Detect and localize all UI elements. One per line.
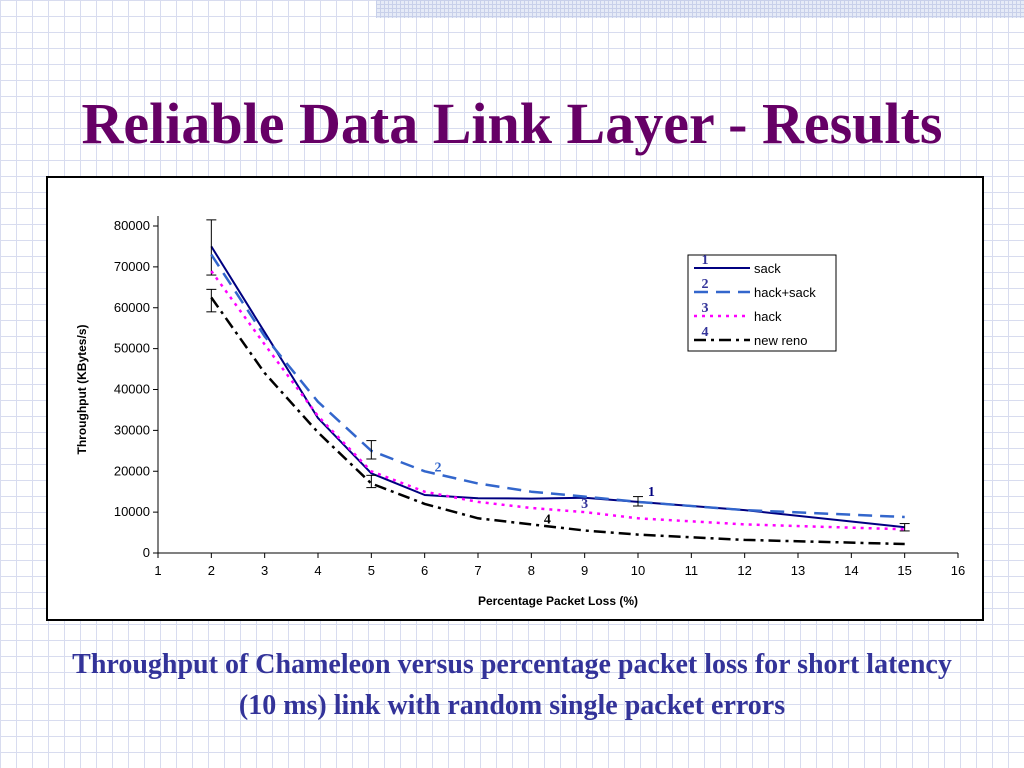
series-number-label: 2: [435, 460, 442, 475]
y-tick-label: 50000: [114, 341, 150, 356]
chart-frame: 0 10000 20000 30000 40000 50000 60000 70000 8000…: [46, 176, 984, 621]
y-tick-label: 30000: [114, 422, 150, 437]
series-number-label: 4: [544, 513, 551, 528]
x-tick-label: 7: [474, 563, 481, 578]
x-tick-label: 12: [737, 563, 751, 578]
x-tick-label: 9: [581, 563, 588, 578]
x-axis-label: Percentage Packet Loss (%): [478, 594, 638, 608]
slide-caption: Throughput of Chameleon versus percentag…: [72, 649, 952, 721]
x-tick-label: 14: [844, 563, 858, 578]
legend-number: 4: [702, 325, 709, 340]
x-tick-label: 16: [951, 563, 965, 578]
series-line-hack-sack: [210, 253, 905, 519]
legend-number: 2: [702, 277, 709, 292]
x-tick-label: 13: [791, 563, 805, 578]
legend-label: new reno: [754, 333, 807, 348]
legend-number: 1: [702, 253, 709, 268]
x-tick-label: 6: [421, 563, 428, 578]
x-tick-label: 5: [368, 563, 375, 578]
throughput-chart: 0 10000 20000 30000 40000 50000 60000 70000 8000…: [75, 216, 965, 608]
y-axis-label: Throughput (KBytes/s): [75, 325, 89, 455]
x-tick-label: 3: [261, 563, 268, 578]
legend-label: hack+sack: [754, 285, 816, 300]
y-tick-label: 0: [143, 545, 150, 560]
series-number-label: 3: [581, 497, 588, 512]
y-tick-label: 20000: [114, 463, 150, 478]
x-tick-label: 11: [685, 563, 699, 578]
legend-label: sack: [754, 261, 781, 276]
x-tick-label: 15: [897, 563, 911, 578]
y-tick-label: 40000: [114, 382, 150, 397]
x-tick-label: 10: [631, 563, 645, 578]
legend-box: [687, 254, 837, 352]
x-tick-label: 4: [314, 563, 321, 578]
slide-title: Reliable Data Link Layer - Results: [81, 91, 943, 156]
y-tick-label: 80000: [114, 218, 150, 233]
legend-label: hack: [754, 309, 782, 324]
y-tick-label: 10000: [114, 504, 150, 519]
series-line-hack: [210, 270, 905, 531]
series-line-new-reno: [210, 296, 905, 546]
top-decorative-band: [376, 0, 1024, 18]
series-number-label: 1: [648, 485, 655, 500]
x-tick-label: 8: [528, 563, 535, 578]
x-tick-label: 1: [154, 563, 161, 578]
legend-number: 3: [702, 301, 709, 316]
y-tick-label: 60000: [114, 300, 150, 315]
y-tick-label: 70000: [114, 259, 150, 274]
x-tick-label: 2: [208, 563, 215, 578]
